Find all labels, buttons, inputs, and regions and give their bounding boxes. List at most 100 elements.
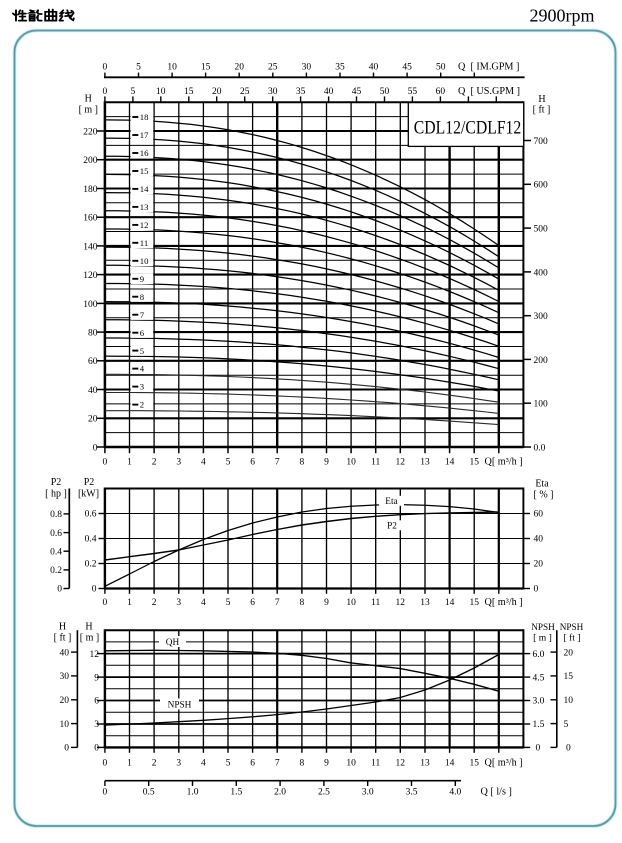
svg-text:180: 180 xyxy=(83,185,98,195)
svg-text:0.4: 0.4 xyxy=(85,535,97,545)
svg-text:20: 20 xyxy=(564,648,574,658)
svg-text:3.0: 3.0 xyxy=(533,697,545,707)
svg-text:Q[ m³/h ]: Q[ m³/h ] xyxy=(485,457,523,468)
svg-text:50: 50 xyxy=(380,87,390,97)
svg-text:5: 5 xyxy=(226,758,231,768)
svg-text:15: 15 xyxy=(564,672,574,682)
svg-text:15: 15 xyxy=(469,458,479,468)
svg-text:0.2: 0.2 xyxy=(85,560,97,570)
svg-text:6: 6 xyxy=(140,328,145,338)
svg-text:Q[ m³/h ]: Q[ m³/h ] xyxy=(485,757,523,768)
svg-text:15: 15 xyxy=(184,87,194,97)
svg-text:5: 5 xyxy=(226,458,231,468)
svg-text:0.6: 0.6 xyxy=(50,529,62,539)
svg-text:6: 6 xyxy=(250,758,255,768)
svg-text:2.5: 2.5 xyxy=(318,788,330,798)
svg-text:15: 15 xyxy=(201,62,211,72)
svg-text:[ m ]: [ m ] xyxy=(533,633,552,644)
svg-text:0: 0 xyxy=(103,758,108,768)
svg-text:18: 18 xyxy=(140,112,149,122)
svg-text:0: 0 xyxy=(103,788,108,798)
svg-text:1.5: 1.5 xyxy=(533,720,545,730)
svg-text:30: 30 xyxy=(302,62,312,72)
svg-text:4: 4 xyxy=(201,598,206,608)
svg-text:QH: QH xyxy=(166,638,180,648)
svg-text:2: 2 xyxy=(152,758,157,768)
svg-text:12: 12 xyxy=(396,598,406,608)
svg-text:60: 60 xyxy=(88,357,98,367)
svg-text:4: 4 xyxy=(201,758,206,768)
svg-text:9: 9 xyxy=(324,758,329,768)
svg-text:0.4: 0.4 xyxy=(50,547,62,557)
svg-text:10: 10 xyxy=(60,720,70,730)
svg-text:NPSH: NPSH xyxy=(531,622,555,632)
svg-text:14: 14 xyxy=(445,598,455,608)
svg-text:1: 1 xyxy=(127,758,132,768)
svg-text:50: 50 xyxy=(436,62,446,72)
svg-text:13: 13 xyxy=(140,202,149,212)
svg-text:0: 0 xyxy=(57,585,62,595)
svg-text:35: 35 xyxy=(335,62,345,72)
svg-text:8: 8 xyxy=(140,292,145,302)
svg-text:0: 0 xyxy=(93,443,98,453)
svg-text:20: 20 xyxy=(212,87,222,97)
svg-text:17: 17 xyxy=(140,130,149,140)
svg-text:300: 300 xyxy=(534,312,549,322)
svg-text:11: 11 xyxy=(371,458,380,468)
svg-text:0.8: 0.8 xyxy=(50,510,62,520)
svg-text:2.0: 2.0 xyxy=(274,788,286,798)
svg-text:P2: P2 xyxy=(387,521,397,531)
svg-text:15: 15 xyxy=(140,166,149,176)
svg-text:20: 20 xyxy=(60,696,70,706)
svg-text:7: 7 xyxy=(140,310,145,320)
svg-text:10: 10 xyxy=(346,758,356,768)
svg-text:13: 13 xyxy=(420,598,430,608)
svg-text:NPSH: NPSH xyxy=(560,622,584,632)
svg-text:[ m ]: [ m ] xyxy=(79,105,98,116)
svg-text:4: 4 xyxy=(140,364,145,374)
svg-text:8: 8 xyxy=(300,598,305,608)
svg-text:Q[ m³/h ]: Q[ m³/h ] xyxy=(485,597,523,608)
svg-text:12: 12 xyxy=(90,650,100,660)
svg-text:5: 5 xyxy=(136,62,141,72)
svg-text:4: 4 xyxy=(201,458,206,468)
svg-text:1: 1 xyxy=(127,598,132,608)
svg-text:P2: P2 xyxy=(51,477,62,488)
svg-text:40: 40 xyxy=(324,87,334,97)
svg-text:9: 9 xyxy=(140,274,144,284)
svg-text:[ m ]: [ m ] xyxy=(80,633,99,644)
svg-text:10: 10 xyxy=(564,696,574,706)
svg-text:7: 7 xyxy=(275,458,280,468)
svg-text:220: 220 xyxy=(83,127,98,137)
svg-text:1.5: 1.5 xyxy=(230,788,242,798)
svg-text:16: 16 xyxy=(140,148,149,158)
svg-text:10: 10 xyxy=(140,256,149,266)
svg-text:10: 10 xyxy=(156,87,166,97)
svg-text:14: 14 xyxy=(445,758,455,768)
svg-text:0: 0 xyxy=(534,585,539,595)
svg-text:9: 9 xyxy=(94,673,99,683)
svg-text:8: 8 xyxy=(300,458,305,468)
svg-text:0.5: 0.5 xyxy=(143,788,155,798)
svg-text:6: 6 xyxy=(94,697,99,707)
svg-text:12: 12 xyxy=(140,220,149,230)
svg-text:0: 0 xyxy=(103,87,108,97)
svg-text:2900rpm: 2900rpm xyxy=(530,6,595,26)
svg-text:12: 12 xyxy=(396,458,406,468)
svg-text:[ ft ]: [ ft ] xyxy=(533,105,551,116)
svg-text:6: 6 xyxy=(250,598,255,608)
svg-text:1.0: 1.0 xyxy=(187,788,199,798)
svg-text:6.0: 6.0 xyxy=(533,650,545,660)
svg-text:60: 60 xyxy=(534,510,544,520)
svg-text:500: 500 xyxy=(534,225,549,235)
svg-text:H: H xyxy=(538,94,545,105)
svg-text:0: 0 xyxy=(103,62,108,72)
svg-text:Eta: Eta xyxy=(385,497,397,507)
svg-text:8: 8 xyxy=(300,758,305,768)
svg-text:20: 20 xyxy=(534,560,544,570)
svg-text:3: 3 xyxy=(176,598,181,608)
svg-text:0.6: 0.6 xyxy=(85,510,97,520)
svg-text:120: 120 xyxy=(83,271,98,281)
svg-text:100: 100 xyxy=(534,400,549,410)
svg-text:3: 3 xyxy=(94,720,99,730)
